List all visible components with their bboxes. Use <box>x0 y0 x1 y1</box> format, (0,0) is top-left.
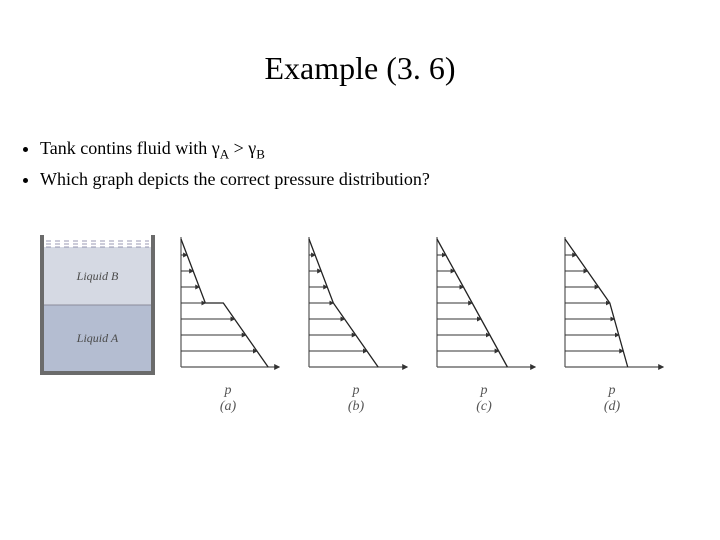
slide-title: Example (3. 6) <box>0 0 720 117</box>
plot-d-sublabel: (d) <box>604 399 620 415</box>
plot-c-sublabel: (c) <box>476 399 492 415</box>
plot-b-sublabel: (b) <box>348 399 364 415</box>
bullet-2: Which graph depicts the correct pressure… <box>40 166 720 193</box>
tank-sublabel <box>96 375 100 391</box>
plot-panel-c: p (c) <box>429 235 539 415</box>
tank-diagram: Liquid B Liquid A <box>40 235 155 375</box>
plot-c-xlabel: p <box>481 383 488 399</box>
bullet-1: Tank contins fluid with γA > γB <box>40 135 720 164</box>
bullet-list: Tank contins fluid with γA > γB Which gr… <box>0 135 720 193</box>
tank-sublabel2 <box>96 391 100 407</box>
plot-panel-b: p (b) <box>301 235 411 415</box>
plot-a-sublabel: (a) <box>220 399 236 415</box>
plot-d-xlabel: p <box>609 383 616 399</box>
pressure-plot-c <box>429 235 539 377</box>
pressure-plot-b <box>301 235 411 377</box>
plot-panel-a: p (a) <box>173 235 283 415</box>
gt-sym: > <box>229 138 248 158</box>
svg-text:Liquid A: Liquid A <box>76 331 119 345</box>
pressure-plot-a <box>173 235 283 377</box>
tank-panel: Liquid B Liquid A <box>40 235 155 407</box>
figure-row: Liquid B Liquid A p (a) p (b) p (c) p (d) <box>40 235 667 415</box>
gamma-b-sub: B <box>256 147 265 162</box>
plot-b-xlabel: p <box>353 383 360 399</box>
bullet-1-text: Tank contins fluid with <box>40 138 212 158</box>
pressure-plot-d <box>557 235 667 377</box>
gamma-a-sym: γ <box>212 138 220 158</box>
gamma-a-sub: A <box>220 147 229 162</box>
plot-a-xlabel: p <box>225 383 232 399</box>
plot-panel-d: p (d) <box>557 235 667 415</box>
svg-text:Liquid B: Liquid B <box>76 269 119 283</box>
